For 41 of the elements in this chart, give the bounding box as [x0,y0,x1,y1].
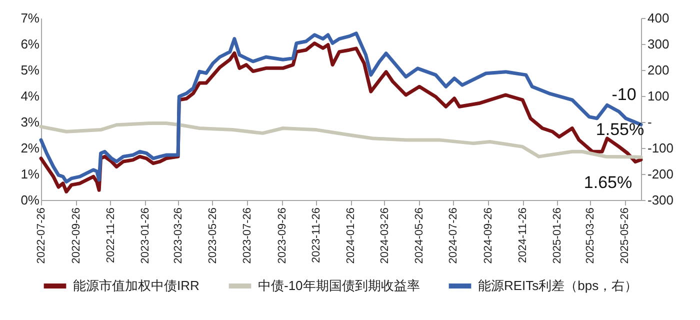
x-tick-label: 2022-07-26 [36,208,48,264]
x-tick-label: 2024-09-26 [482,208,495,264]
x-tick-label: 2025-01-26 [551,208,564,264]
x-tick-label: 2024-11-26 [517,208,530,263]
annotation: 1.55% [596,120,644,139]
legend-label: 中债-10年期国债到期收益率 [258,278,420,293]
x-tick-label: 2023-03-26 [172,208,185,264]
y-tick-label: 0% [20,192,40,208]
y2-tick-label: -100 [648,140,674,156]
x-tick-label: 2022-11-26 [104,208,117,263]
x-tick-label: 2023-01-26 [139,208,152,264]
x-tick-label: 2024-01-26 [345,208,358,264]
y-tick-label: 7% [20,10,40,26]
legend-label: 能源市值加权中债IRR [73,278,200,293]
y-tick-label: 2% [20,140,40,156]
y2-tick-label: - [648,114,652,130]
y-tick-label: 5% [20,62,40,78]
y-tick-label: 4% [20,88,40,104]
legend-label: 能源REITs利差（bps，右） [478,278,638,293]
x-tick-label: 2023-07-26 [241,208,254,264]
y2-tick-label: 400 [648,10,670,26]
x-tick-label: 2025-05-26 [619,208,632,264]
y2-tick-label: -200 [648,166,674,182]
x-tick-label: 2023-09-26 [276,208,288,264]
y2-tick-label: 100 [648,88,670,104]
annotation: 1.65% [584,173,632,192]
line-series [39,122,643,159]
x-tick-label: 2023-11-26 [310,208,323,263]
y-tick-label: 3% [20,114,40,130]
y-tick-label: 6% [20,36,40,52]
x-tick-label: 2025-03-26 [584,208,597,264]
y2-tick-label: 300 [648,36,670,52]
x-tick-label: 2024-07-26 [448,208,460,264]
y2-tick-label: 200 [648,62,670,78]
y-tick-label: 1% [20,166,40,182]
x-tick-label: 2023-05-26 [206,208,219,264]
x-tick-label: 2024-05-26 [413,208,426,264]
y2-tick-label: -300 [648,192,674,208]
annotation: -10 [612,85,636,104]
x-tick-label: 2024-03-26 [378,208,391,264]
x-tick-label: 2022-09-26 [70,208,82,264]
